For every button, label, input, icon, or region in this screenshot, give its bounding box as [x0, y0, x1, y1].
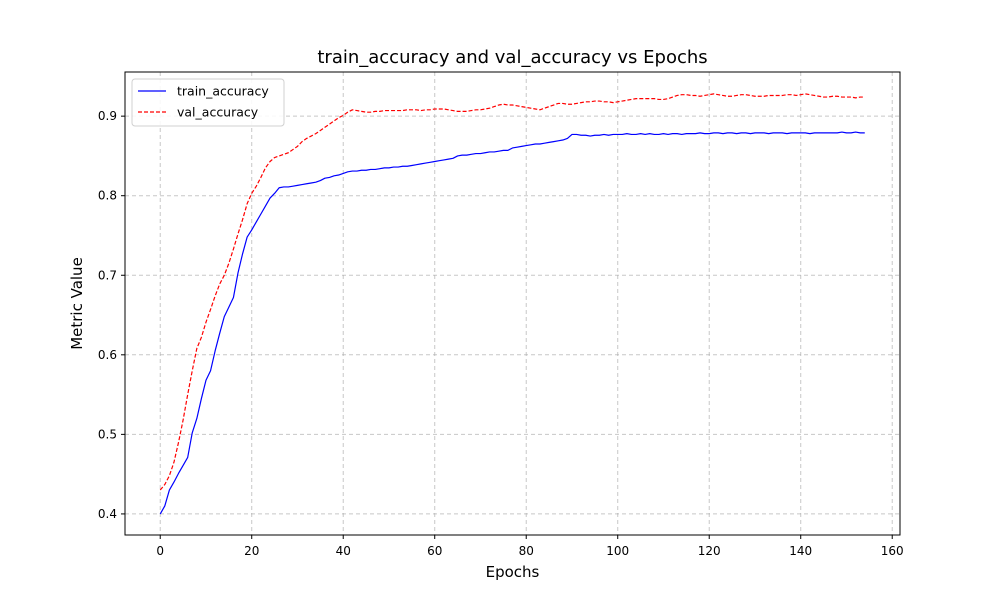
y-tick-label: 0.4 — [98, 507, 117, 521]
x-tick-label: 100 — [606, 544, 629, 558]
plot-frame — [124, 71, 901, 536]
y-tick-label: 0.5 — [98, 427, 117, 441]
y-tick-label: 0.8 — [98, 189, 117, 203]
x-tick-label: 160 — [881, 544, 904, 558]
series-line-val-accuracy — [159, 93, 865, 491]
x-tick-label: 0 — [156, 544, 164, 558]
axis-ticks: 0 20 40 60 80 100 120 140 160 0.4 0.5 0.6 0.7 0.8 0.9 — [98, 109, 904, 558]
legend-label-train-accuracy: train_accuracy — [177, 84, 269, 99]
x-tick-label: 120 — [698, 544, 721, 558]
x-tick-label: 20 — [244, 544, 259, 558]
grid — [125, 72, 900, 535]
y-tick-label: 0.7 — [98, 268, 117, 282]
y-tick-label: 0.9 — [98, 109, 117, 123]
legend-box — [131, 78, 285, 127]
x-tick-label: 40 — [336, 544, 351, 558]
y-axis-title: Metric Value — [68, 257, 86, 350]
legend-label-val-accuracy: val_accuracy — [177, 105, 259, 120]
x-tick-label: 140 — [789, 544, 812, 558]
x-tick-label: 80 — [519, 544, 534, 558]
legend: train_accuracy val_accuracy — [131, 78, 285, 127]
x-axis-title: Epochs — [486, 563, 540, 581]
series-line-train-accuracy — [159, 131, 865, 515]
x-tick-label: 60 — [427, 544, 442, 558]
chart-title: train_accuracy and val_accuracy vs Epoch… — [317, 47, 707, 68]
y-tick-label: 0.6 — [98, 348, 117, 362]
series-lines — [159, 93, 865, 515]
